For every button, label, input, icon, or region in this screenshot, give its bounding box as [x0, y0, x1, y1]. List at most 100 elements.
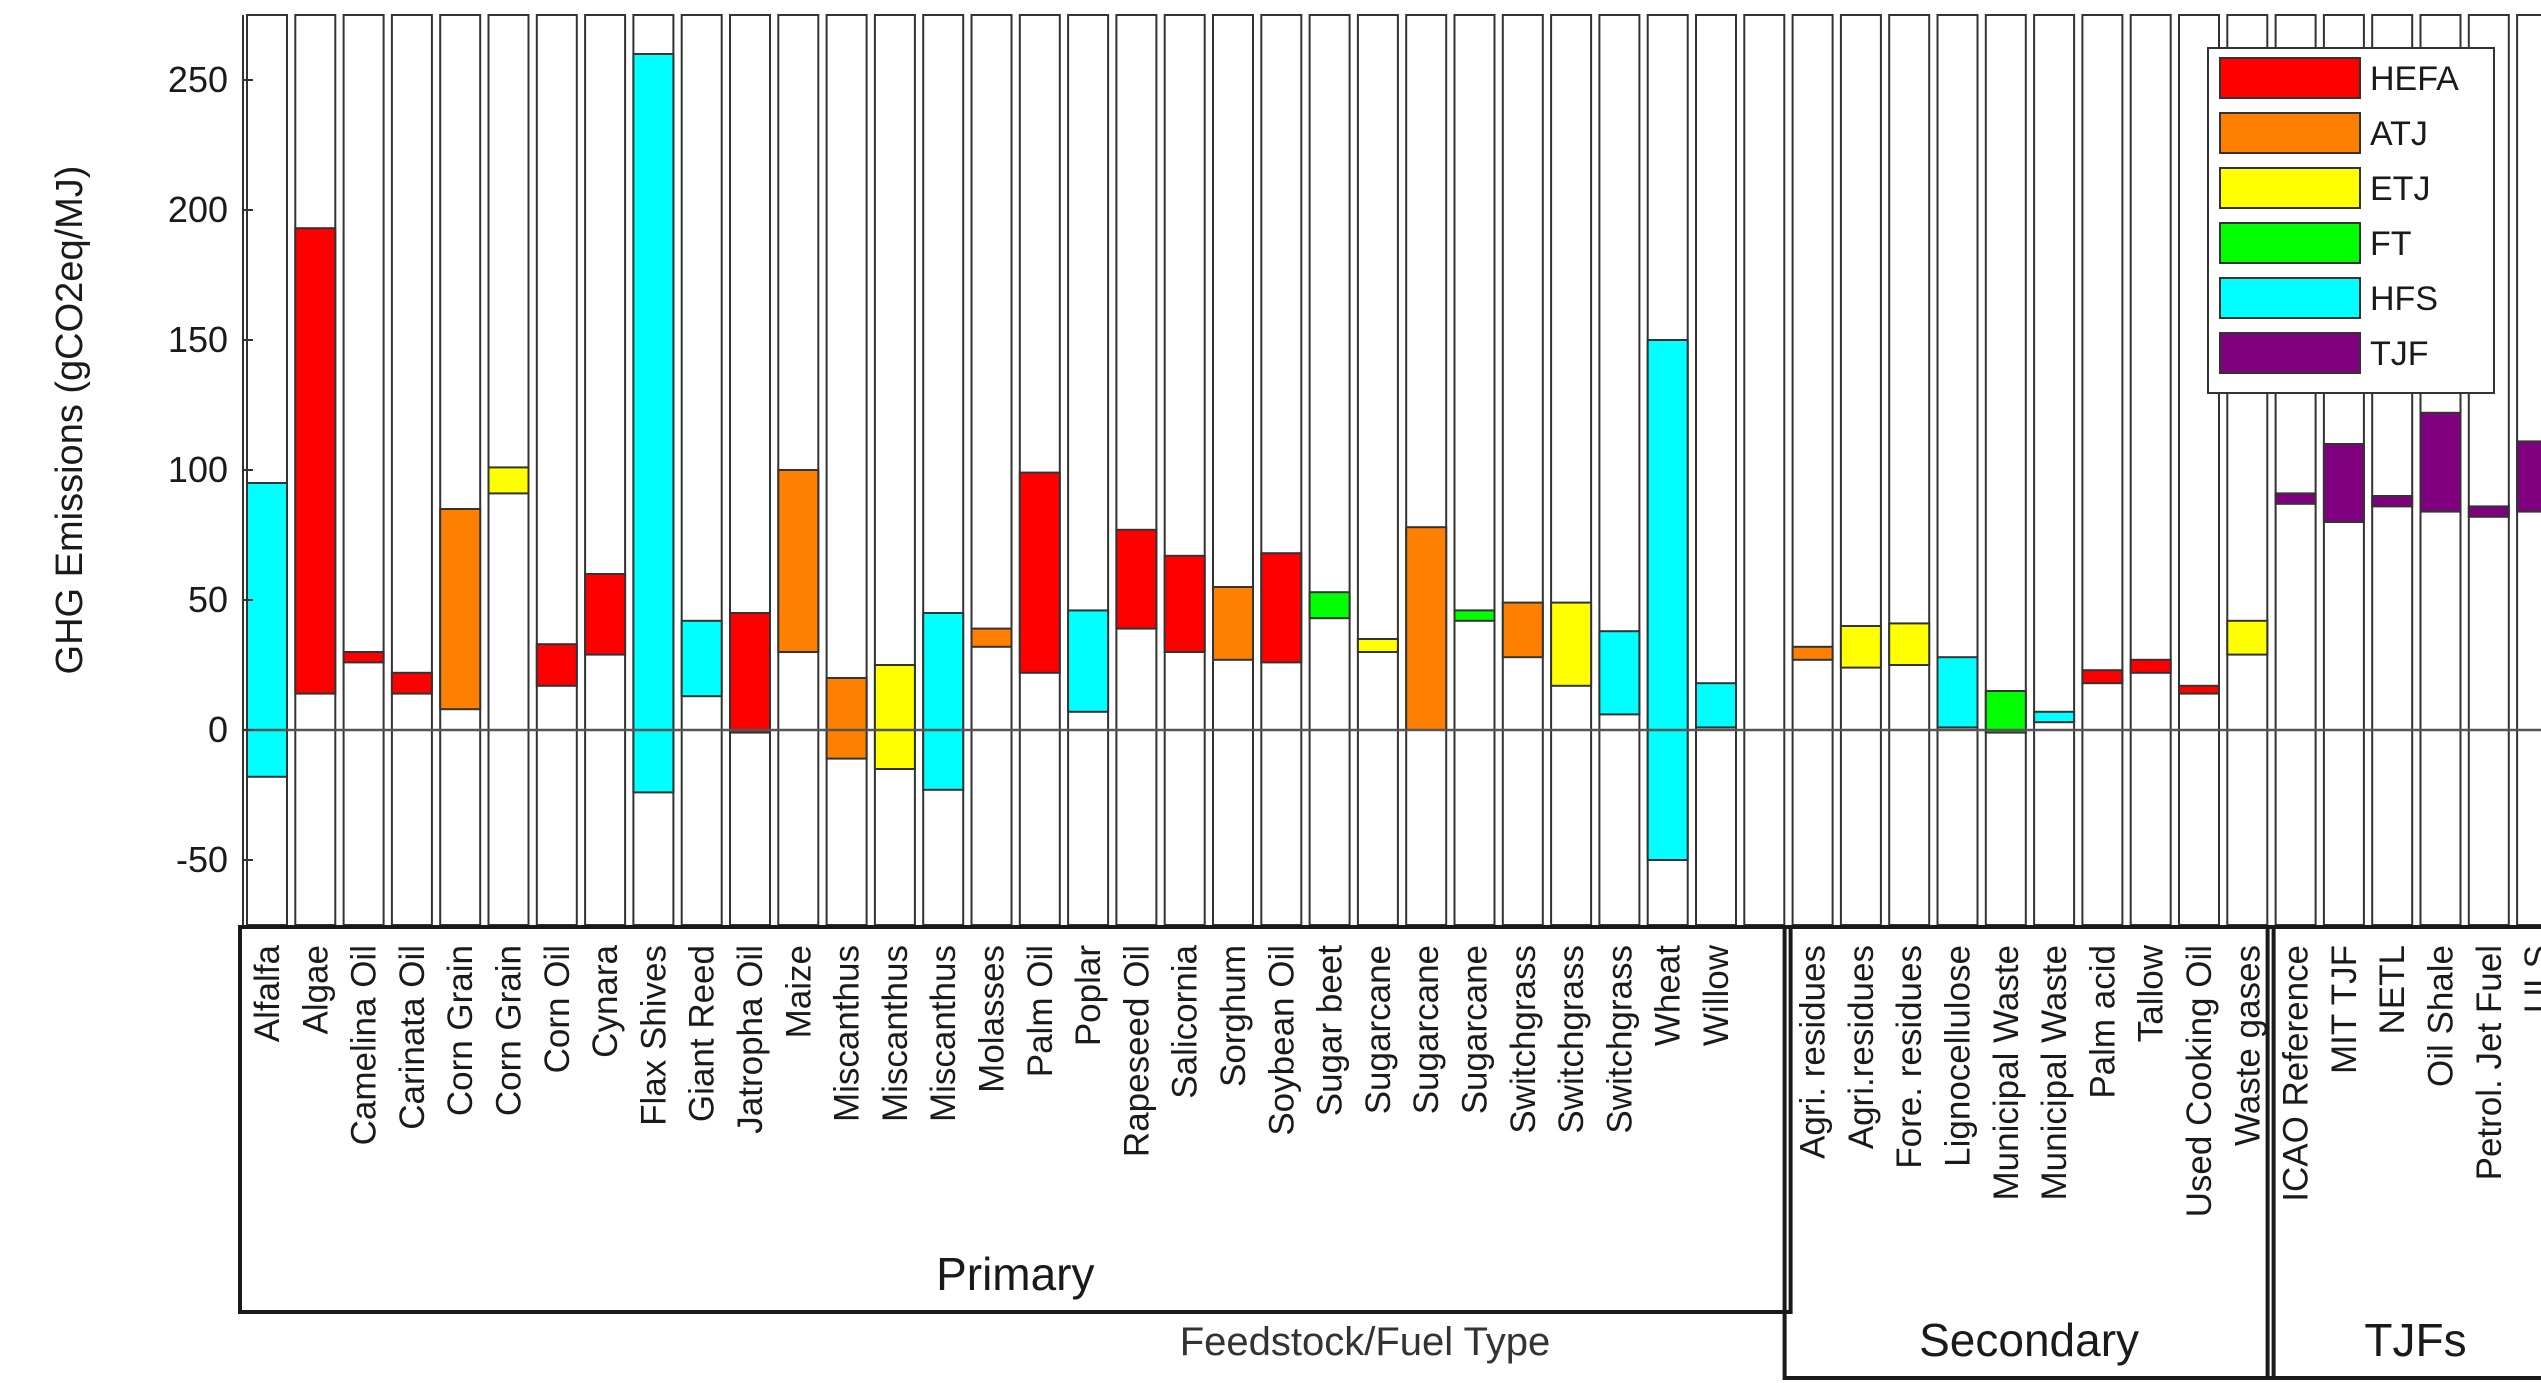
category-label: Municipal Waste [1987, 945, 2026, 1200]
legend-swatch-hfs [2219, 277, 2361, 319]
bar-etj [1356, 638, 1399, 653]
bar-ft [1453, 609, 1496, 622]
category-label: Oil Shale [2422, 945, 2461, 1087]
bar-hfs [246, 482, 288, 778]
column-outline [1598, 14, 1641, 926]
category-label: Miscanthus [924, 945, 963, 1122]
bar-tjf [2516, 440, 2541, 513]
bar-tjf [2322, 443, 2365, 523]
column-outline [1453, 14, 1496, 926]
category-label: Corn Oil [538, 945, 577, 1073]
group-boxes: Primary Secondary TJFs [238, 925, 2541, 1380]
bar-atj [970, 627, 1013, 648]
category-label: Corn Grain [490, 945, 529, 1116]
y-tick-label: 100 [168, 449, 228, 490]
bar-hfs [680, 619, 723, 698]
category-label: Salicornia [1166, 944, 1205, 1098]
bar-etj [487, 466, 530, 495]
bar-hefa [584, 573, 627, 656]
legend-swatch-hefa [2219, 57, 2361, 99]
category-label: Poplar [1069, 945, 1108, 1047]
y-tick-label: 150 [168, 319, 228, 360]
column-outline [1308, 14, 1351, 926]
group-box-tjfs [2265, 925, 2541, 1380]
y-tick-label: -50 [176, 839, 228, 880]
bar-atj [1501, 601, 1544, 659]
bar-hefa [390, 671, 433, 695]
bar-hefa [2129, 658, 2172, 674]
bar-atj [439, 508, 482, 711]
bar-hefa [535, 643, 578, 687]
category-label: ULS [2518, 945, 2541, 1013]
category-label: Giant Reed [683, 945, 722, 1122]
legend-label-hfs: HFS [2370, 280, 2438, 318]
bar-hfs [1695, 682, 1737, 729]
legend-label-tjf: TJF [2370, 335, 2429, 373]
category-label: Switchgrass [1552, 945, 1591, 1134]
column-outline [873, 14, 916, 926]
legend-swatch-ft [2219, 222, 2361, 264]
bar-ft [1984, 690, 2027, 734]
bar-etj [873, 664, 916, 770]
bar-hfs [1936, 656, 1979, 729]
group-box-primary [238, 925, 1793, 1314]
category-label: Molasses [973, 945, 1012, 1093]
bar-etj [1839, 625, 1882, 669]
bar-hefa [2081, 669, 2124, 685]
column-outline [1067, 14, 1110, 926]
column-outline [1550, 14, 1593, 926]
column-outline [342, 14, 385, 926]
bar-hfs [922, 612, 965, 791]
category-label: Sugarcane [1456, 945, 1495, 1114]
category-label: Petrol. Jet Fuel [2470, 945, 2509, 1180]
category-label: Switchgrass [1600, 945, 1639, 1134]
category-label: ICAO Reference [2277, 945, 2316, 1202]
category-label: Rapeseed Oil [1117, 945, 1156, 1157]
column-outline [1791, 14, 1834, 926]
column-outline [1115, 14, 1158, 926]
group-label-secondary: Secondary [1919, 1314, 2139, 1366]
legend-label-hefa: HEFA [2370, 60, 2459, 98]
category-label: Used Cooking Oil [2180, 945, 2219, 1217]
category-label: Willow [1697, 944, 1736, 1046]
bar-hefa [1163, 554, 1206, 653]
column-outline [1839, 14, 1882, 926]
column-outline [1212, 14, 1254, 926]
legend-swatch-atj [2219, 112, 2361, 154]
bar-hefa [1018, 471, 1061, 674]
bar-hefa [1115, 528, 1158, 630]
bar-tjf [2371, 495, 2414, 508]
category-label: Agri. residues [1794, 945, 1833, 1159]
y-tick-label: 250 [168, 59, 228, 100]
bar-hefa [342, 651, 385, 664]
category-label: Maize [779, 945, 818, 1038]
category-label: Lignocellulose [1939, 945, 1978, 1167]
category-label: Miscanthus [876, 945, 915, 1122]
column-outline [1405, 14, 1448, 926]
category-label: Algae [296, 945, 335, 1035]
category-label: Tallow [2132, 944, 2171, 1042]
x-axis-label: Feedstock/Fuel Type [1180, 1320, 1551, 1364]
group-box-secondary [1782, 925, 2276, 1380]
y-axis-label: GHG Emissions (gCO2eq/MJ) [49, 166, 91, 675]
bar-atj [777, 469, 820, 653]
bar-hefa [2178, 684, 2220, 695]
category-label: NETL [2373, 945, 2412, 1034]
category-label: Cynara [586, 944, 625, 1057]
bar-atj [1405, 526, 1448, 732]
bar-atj [825, 677, 868, 760]
bar-tjf [2419, 411, 2462, 513]
category-label: Soybean Oil [1262, 945, 1301, 1136]
y-axis: -50 0 50 100 150 200 250 [168, 15, 253, 925]
column-outline [1260, 14, 1303, 926]
category-label: Palm acid [2083, 945, 2122, 1099]
bar-hfs [2033, 710, 2076, 724]
bar-atj [1791, 645, 1834, 661]
bar-layer [246, 53, 2541, 861]
legend: HEFA ATJ ETJ FT HFS TJF [2207, 47, 2495, 394]
y-tick-label: 0 [208, 709, 228, 750]
bar-etj [1550, 601, 1593, 687]
category-label: Fore. residues [1890, 945, 1929, 1169]
column-outline [970, 14, 1013, 926]
column-outline [1743, 14, 1786, 926]
